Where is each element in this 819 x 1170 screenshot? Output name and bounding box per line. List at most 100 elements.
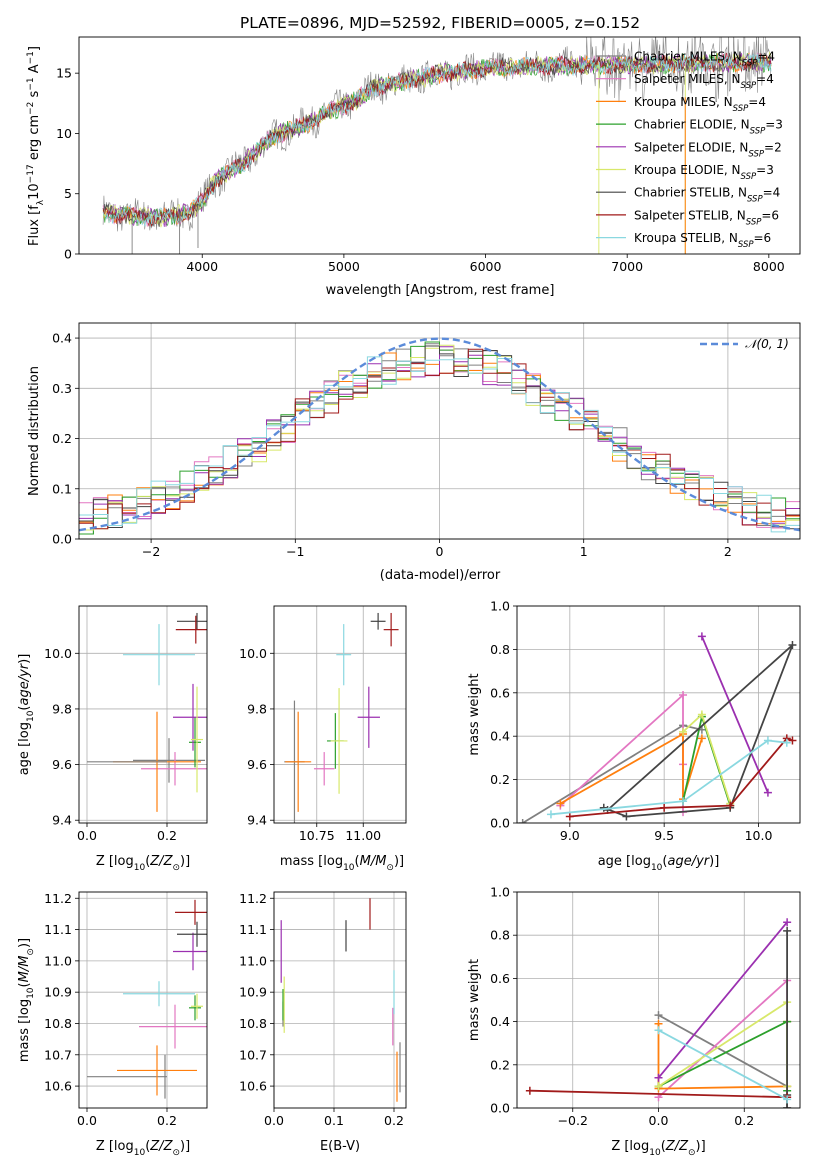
legend-label: Salpeter STELIB, NSSP=6 [634, 208, 779, 227]
x-tick-label: −1 [286, 544, 304, 559]
legend-label: Chabrier ELODIE, NSSP=3 [634, 118, 783, 137]
label-part: )] [696, 1139, 706, 1154]
age-vs-mass-xlabel: mass [log10(M/M⊙)] [280, 854, 404, 873]
label-part: 10 [26, 987, 36, 999]
weight-marker [788, 641, 797, 650]
x-tick-label: 10.0 [745, 828, 773, 843]
label-part: −17 [26, 164, 36, 183]
label-part: −2 [26, 102, 36, 115]
massweight-vs-age-panel: 9.0 9.5 10.0 0.0 0.2 0.4 0.6 0.8 1.0 [490, 599, 801, 843]
weight-marker [763, 788, 772, 797]
mass-vs-Z-ylabel: mass [log10(M/M⊙)] [17, 938, 36, 1062]
legend-label: Chabrier MILES, NSSP=4 [634, 50, 775, 69]
x-tick-label: 0.0 [649, 1113, 669, 1128]
weight-marker [782, 738, 791, 747]
legend-label-part: =3 [756, 163, 774, 177]
x-tick-label: 0.0 [264, 1113, 284, 1128]
plot-area [284, 612, 399, 823]
weight-marker [546, 810, 555, 819]
y-tick-label: 10.9 [239, 985, 267, 1000]
spectrum-xlabel: wavelength [Angstrom, rest frame] [326, 283, 555, 298]
legend-label: 𝒩(0, 1) [745, 337, 789, 351]
y-tick-label: 9.4 [247, 813, 267, 828]
label-part: −1 [26, 77, 36, 90]
x-tick-label: 0.2 [157, 828, 177, 843]
label-part: 10 [651, 863, 663, 873]
y-tick-label: 0.4 [490, 1014, 510, 1029]
y-tick-label: 0.2 [490, 772, 510, 787]
spectrum-panel: 4000 5000 6000 7000 8000 0 5 10 15 [56, 36, 801, 274]
legend-label-part: =2 [764, 140, 782, 154]
axes-frame [273, 605, 407, 824]
weight-marker [565, 812, 574, 821]
label-part: age [log [598, 854, 651, 869]
y-tick-label: 0.2 [490, 1057, 510, 1072]
legend-label-part: Salpeter MILES, N [634, 72, 741, 86]
weight-marker [654, 1011, 663, 1020]
spectrum-line-8 [102, 53, 772, 227]
y-tick-label: 11.2 [44, 891, 72, 906]
legend-label-part: Kroupa STELIB, N [634, 231, 738, 245]
legend-label-part: SSP [750, 127, 766, 137]
label-part: )] [180, 854, 190, 869]
label-part: ⊙ [688, 1148, 696, 1158]
y-tick-label: 10.7 [239, 1047, 267, 1062]
label-part: Z [log [96, 1139, 134, 1154]
y-tick-label: 1.0 [490, 599, 510, 614]
x-tick-label: 5000 [328, 259, 360, 274]
weight-marker [679, 690, 688, 699]
y-tick-label: 0.8 [490, 642, 510, 657]
y-tick-label: 0.3 [52, 381, 72, 396]
axes-frame [78, 36, 801, 255]
y-tick-label: 10.0 [239, 646, 267, 661]
y-tick-label: 0.6 [490, 971, 510, 986]
figure-title: PLATE=0896, MJD=52592, FIBERID=0005, z=0… [240, 14, 640, 32]
y-tick-label: 9.8 [247, 701, 267, 716]
legend-label-part: =4 [756, 72, 774, 86]
weight-line-4 [701, 636, 769, 793]
legend-label-part: =4 [763, 186, 781, 200]
label-part: λ [36, 199, 46, 205]
x-tick-label: 2 [724, 544, 732, 559]
label-part: Z/Z [149, 1139, 173, 1154]
y-tick-label: 0 [64, 247, 72, 262]
x-tick-label: 4000 [186, 259, 218, 274]
weight-marker [726, 801, 735, 810]
y-tick-label: 10.6 [44, 1079, 72, 1094]
weight-marker [783, 926, 792, 935]
massweight-vs-Z-ylabel: mass weight [467, 959, 482, 1041]
weight-line-4 [657, 921, 788, 1079]
legend-label-part: =4 [748, 95, 766, 109]
legend-label-part: =3 [765, 118, 783, 132]
spectrum-line-2 [102, 52, 772, 226]
label-part: A [27, 64, 42, 77]
massweight-vs-Z-panel: −0.2 0.0 0.2 0.0 0.2 0.4 0.6 0.8 1.0 [490, 885, 801, 1128]
legend-label-part: SSP [742, 59, 758, 69]
label-part: age/yr [667, 854, 710, 869]
label-part: 10 [649, 1148, 661, 1158]
weight-line-1 [559, 692, 684, 813]
weight-marker [660, 803, 669, 812]
label-part: ( [17, 982, 32, 987]
y-tick-label: 11.1 [239, 922, 267, 937]
weight-line-8 [658, 1029, 788, 1101]
normal-reference-curve [79, 337, 800, 532]
label-part: Z/Z [149, 854, 173, 869]
residuals-ylabel: Normed distribution [27, 366, 42, 496]
label-part: Z [log [611, 1139, 649, 1154]
label-part: ( [17, 706, 32, 711]
x-tick-label: 0.0 [77, 828, 97, 843]
y-tick-label: 0.0 [490, 1101, 510, 1116]
x-tick-label: 6000 [470, 259, 502, 274]
legend-label-part: Chabrier MILES, N [634, 50, 742, 64]
label-part: Flux [f [27, 205, 42, 246]
y-tick-label: 5 [64, 186, 72, 201]
legend-label-part: SSP [733, 104, 749, 114]
legend-label-part: SSP [747, 195, 763, 205]
x-tick-label: 7000 [611, 259, 643, 274]
label-part: ( [145, 1139, 150, 1154]
histogram-8 [79, 356, 800, 533]
label-part: s [27, 90, 42, 101]
x-tick-label: 9.0 [560, 828, 580, 843]
